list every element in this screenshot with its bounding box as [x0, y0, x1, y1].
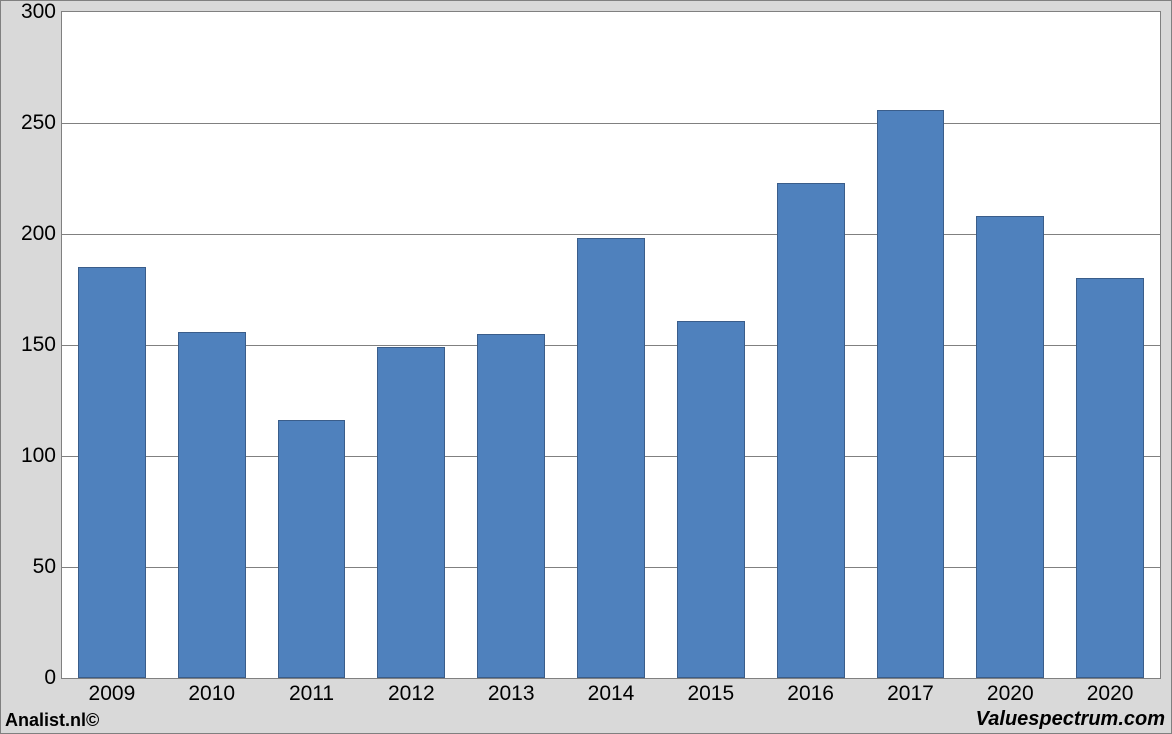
y-tick-label: 50 [33, 555, 62, 579]
bar [278, 420, 346, 678]
bar [577, 238, 645, 678]
x-tick-label: 2011 [289, 678, 334, 706]
chart-container: 0 50 100 150 200 250 300 2009 2010 2011 2012 2013 20… [0, 0, 1172, 734]
y-tick-label: 250 [21, 111, 62, 135]
credit-right: Valuespectrum.com [976, 708, 1165, 731]
x-tick-label: 2016 [787, 678, 834, 706]
bar [877, 110, 945, 678]
bar [477, 334, 545, 678]
bar [1076, 278, 1144, 678]
bar [777, 183, 845, 678]
x-tick-label: 2010 [188, 678, 235, 706]
bar [377, 347, 445, 678]
x-tick-label: 2020 [1087, 678, 1134, 706]
bar [178, 332, 246, 678]
y-tick-label: 200 [21, 222, 62, 246]
x-tick-label: 2017 [887, 678, 934, 706]
x-tick-label: 2014 [588, 678, 635, 706]
y-tick-label: 100 [21, 444, 62, 468]
y-tick-label: 150 [21, 333, 62, 357]
bar [677, 321, 745, 678]
bar [976, 216, 1044, 678]
x-tick-label: 2013 [488, 678, 535, 706]
x-tick-label: 2012 [388, 678, 435, 706]
x-tick-label: 2015 [687, 678, 734, 706]
y-tick-label: 300 [21, 0, 62, 24]
x-tick-label: 2009 [89, 678, 136, 706]
gridline [62, 123, 1160, 124]
bar [78, 267, 146, 678]
y-tick-label: 0 [44, 666, 62, 690]
credit-left: Analist.nl© [5, 710, 99, 731]
plot-area: 0501001502002503002009201020112012201320… [61, 11, 1161, 679]
x-tick-label: 2020 [987, 678, 1034, 706]
